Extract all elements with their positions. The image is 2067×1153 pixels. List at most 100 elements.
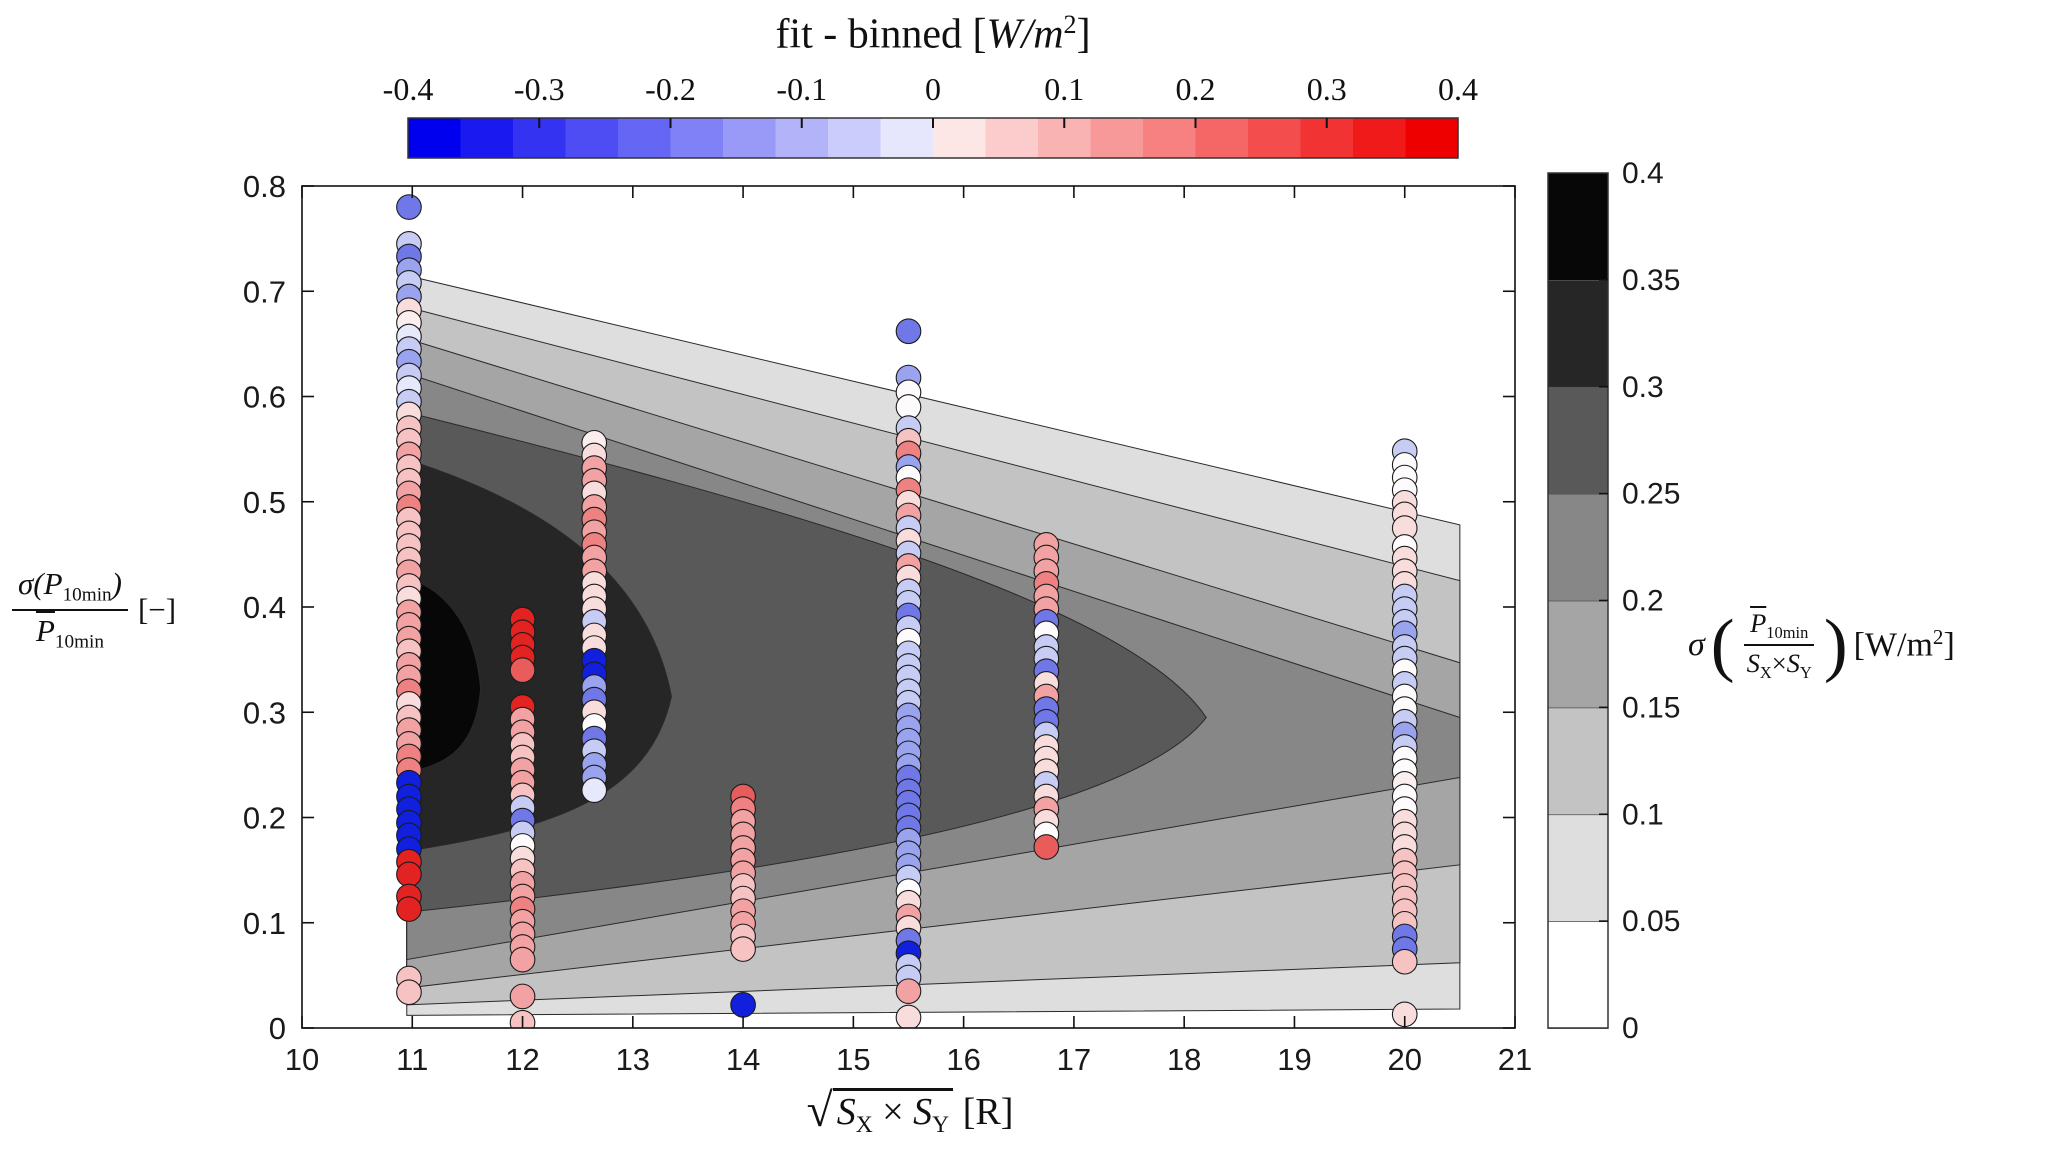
top-colorbar-tick-label: 0.1 xyxy=(1044,71,1084,107)
top-colorbar-tick-label: 0.3 xyxy=(1307,71,1347,107)
scatter-point xyxy=(509,657,536,684)
top-colorbar-segment xyxy=(618,118,671,158)
top-colorbar-tick-label: 0 xyxy=(925,71,941,107)
scatter-column-1 xyxy=(396,194,422,1006)
x-axis-label: √ SX × SY [R] xyxy=(660,1082,1160,1139)
top-title-unit: W/m xyxy=(986,11,1064,58)
y-tick-label: 0.5 xyxy=(243,485,286,520)
top-colorbar-tick-label: -0.1 xyxy=(776,71,827,107)
right-colorbar-tick-label: 0.15 xyxy=(1622,691,1680,724)
right-colorbar-tick-label: 0.25 xyxy=(1622,478,1680,511)
x-tick-label: 12 xyxy=(505,1042,539,1077)
colorbar-top-title: fit - binned [W/m2] xyxy=(633,10,1233,58)
scatter-point xyxy=(895,318,922,345)
sqrt-sign: √ xyxy=(806,1085,833,1137)
right-colorbar-tick-label: 0.35 xyxy=(1622,264,1680,297)
x-tick-label: 19 xyxy=(1277,1042,1311,1077)
right-colorbar: 0 0.05 0.1 0.15 0.2 0.25 0.3 0.35 0.4 xyxy=(1547,157,1680,1045)
right-colorbar-segment xyxy=(1547,279,1609,388)
right-colorbar-segment xyxy=(1547,920,1609,1029)
right-colorbar-tick-label: 0.05 xyxy=(1622,905,1680,938)
top-title-sup: 2 xyxy=(1063,10,1077,39)
top-colorbar-tick-label: 0.4 xyxy=(1438,71,1478,107)
top-colorbar-segment xyxy=(933,118,986,158)
right-colorbar-segment xyxy=(1547,493,1609,602)
right-colorbar-segment xyxy=(1547,600,1609,709)
y-tick-label: 0.2 xyxy=(243,801,286,836)
top-colorbar-tick-label: -0.4 xyxy=(383,71,434,107)
x-tick-label: 17 xyxy=(1057,1042,1091,1077)
scatter-point xyxy=(730,991,756,1018)
scatter-point xyxy=(396,979,422,1006)
y-tick-label: 0 xyxy=(269,1011,286,1046)
scatter-layer xyxy=(396,194,1418,1028)
right-colorbar-tick-label: 0.3 xyxy=(1622,371,1664,404)
contour-band-0.35 xyxy=(406,576,482,773)
x-label-radicand: SX × SY xyxy=(832,1088,954,1138)
y-label-numerator: σ(P10min) xyxy=(12,566,128,611)
scatter-point xyxy=(509,983,536,1010)
right-colorbar-tick-label: 0 xyxy=(1622,1012,1639,1045)
y-tick-label: 0.3 xyxy=(243,695,286,730)
right-colorbar-tick-label: 0.1 xyxy=(1622,798,1664,831)
top-colorbar-tick-label: 0.2 xyxy=(1176,71,1216,107)
contour-bands xyxy=(406,274,1461,1016)
scatter-column-2 xyxy=(509,606,536,1028)
top-title-prefix: fit - binned [ xyxy=(775,11,987,58)
y-tick-label: 0.4 xyxy=(243,590,286,625)
y-tick-label: 0.7 xyxy=(243,274,286,309)
right-label-fraction: P10min SX×SY xyxy=(1741,608,1818,682)
scatter-point xyxy=(1391,948,1418,975)
scatter-column-6 xyxy=(1033,532,1060,860)
y-tick-label: 0.8 xyxy=(243,169,286,204)
scatter-point xyxy=(1033,834,1060,860)
scatter-point xyxy=(895,1004,922,1028)
top-colorbar-segment xyxy=(565,118,619,158)
scatter-column-3 xyxy=(581,429,608,803)
top-colorbar-segment xyxy=(985,118,1039,158)
x-tick-label: 11 xyxy=(396,1042,428,1077)
top-colorbar-segment xyxy=(408,118,461,158)
close-paren: ) xyxy=(1823,605,1848,684)
scatter-point xyxy=(509,946,536,973)
top-colorbar-tick-label: -0.3 xyxy=(514,71,565,107)
top-colorbar-segment xyxy=(1248,118,1301,158)
y-label-fraction: σ(P10min) P10min xyxy=(12,566,128,654)
top-colorbar-segment xyxy=(828,118,881,158)
right-colorbar-tick-label: 0.4 xyxy=(1622,157,1664,190)
x-tick-label: 15 xyxy=(836,1042,870,1077)
x-tick-label: 13 xyxy=(616,1042,650,1077)
x-tick-label: 16 xyxy=(946,1042,980,1077)
axis-ticks: 10 11 12 13 14 15 16 17 18 19 20 21 0 0.1 0.2 0.3 0.4 0.5… xyxy=(243,169,1532,1077)
x-label-unit: [R] xyxy=(953,1091,1014,1133)
scatter-point xyxy=(396,861,422,888)
x-tick-label: 10 xyxy=(285,1042,319,1077)
scatter-column-4 xyxy=(730,783,756,1018)
y-tick-label: 0.6 xyxy=(243,380,286,415)
scatter-point xyxy=(396,896,422,922)
right-colorbar-segment xyxy=(1547,172,1609,281)
top-colorbar-segment xyxy=(670,118,724,158)
right-label-denominator: SX×SY xyxy=(1746,647,1812,682)
top-colorbar-segment xyxy=(1195,118,1249,158)
top-colorbar-segment xyxy=(1353,118,1406,158)
top-colorbar-segment xyxy=(1405,118,1459,158)
x-tick-label: 18 xyxy=(1167,1042,1201,1077)
right-label-numerator: P10min xyxy=(1744,608,1815,646)
top-colorbar-segment xyxy=(1143,118,1196,158)
scatter-point xyxy=(895,978,922,1005)
x-tick-label: 14 xyxy=(726,1042,760,1077)
y-axis-label: σ(P10min) P10min [−] xyxy=(12,566,242,654)
right-colorbar-segment xyxy=(1547,813,1609,923)
top-colorbar-tick-label: -0.2 xyxy=(645,71,696,107)
open-paren: ( xyxy=(1710,605,1735,684)
scatter-point xyxy=(730,936,756,962)
right-colorbar-segment xyxy=(1547,706,1609,816)
top-colorbar: -0.4 -0.3 -0.2 -0.1 0 0.1 0.2 0.3 0.4 xyxy=(383,71,1478,159)
y-label-denominator: P10min xyxy=(35,612,104,653)
top-colorbar-segment xyxy=(880,118,934,158)
y-tick-label: 0.1 xyxy=(243,906,286,941)
right-colorbar-tick-label: 0.2 xyxy=(1622,585,1664,618)
top-colorbar-segment xyxy=(460,118,514,158)
